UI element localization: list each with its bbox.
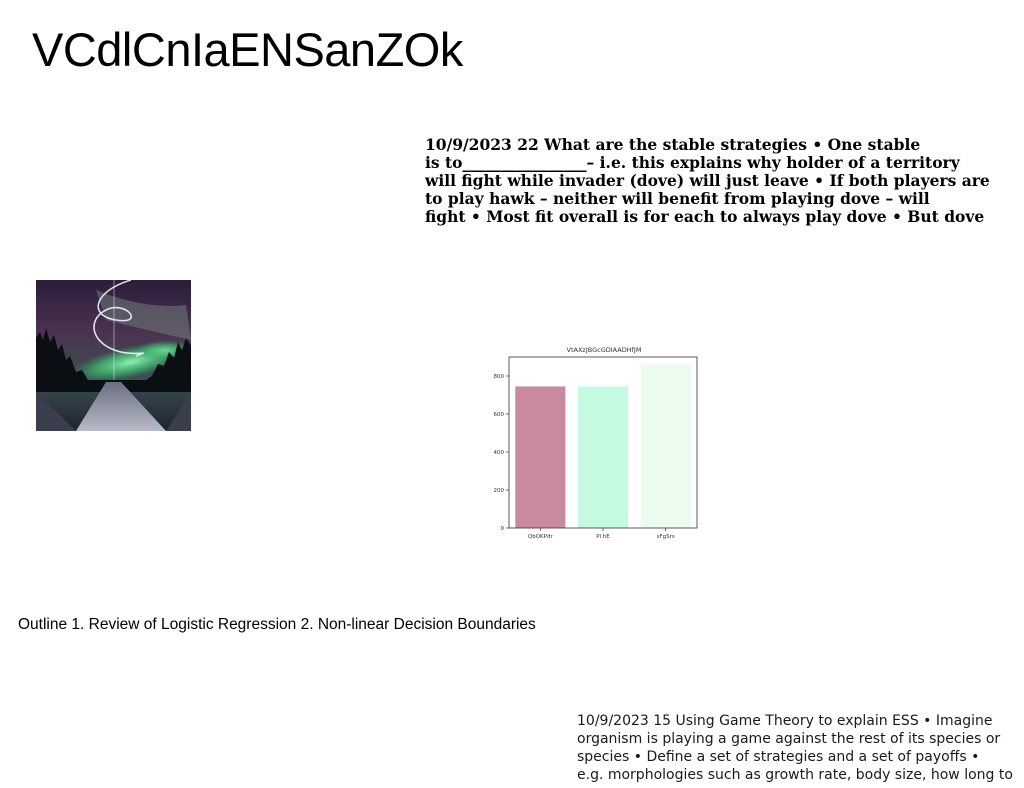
hawk-dove-text-block: 10/9/2023 22 What are the stable strateg… [425,136,1021,226]
text-line: 10/9/2023 15 Using Game Theory to explai… [577,713,993,729]
y-tick-label: 200 [494,488,505,494]
chart-bar [640,364,691,528]
chart-title: VtAXzJBGcGDIAADHfJM [567,346,642,354]
chart-bar [515,386,566,528]
text-line: is to________________– i.e. this explain… [425,153,960,172]
x-category-label: sFgSrs [657,534,675,540]
text-line: will fight while invader (dove) will jus… [425,171,990,190]
bar-chart: VtAXzJBGcGDIAADHfJM 0 200 400 600 800 QbOKPd… [494,346,698,540]
y-tick-label: 600 [494,412,505,418]
outline-text: Outline 1. Review of Logistic Regression… [18,616,536,633]
chart-frame [508,356,698,529]
y-tick-label: 400 [494,450,505,456]
text-line: 10/9/2023 22 What are the stable strateg… [425,135,921,154]
x-category-label: Pl hE [596,534,610,540]
text-line: e.g. morphologies such as growth rate, b… [577,767,1013,783]
y-tick-label: 800 [494,374,505,380]
game-theory-text-block: 10/9/2023 15 Using Game Theory to explai… [577,712,1024,784]
x-category-label: QbOKPdr [528,534,554,540]
slide-title: VCdlCnIaENSanZOk [32,23,463,76]
y-tick-label: 0 [501,526,505,532]
text-line: species • Define a set of strategies and… [577,749,980,765]
text-line: organism is playing a game against the r… [577,731,1001,747]
text-line: to play hawk – neither will benefit from… [425,189,930,208]
chart-bar [577,386,629,528]
text-line: fight • Most fit overall is for each to … [425,207,985,226]
aurora-photo [36,280,191,431]
